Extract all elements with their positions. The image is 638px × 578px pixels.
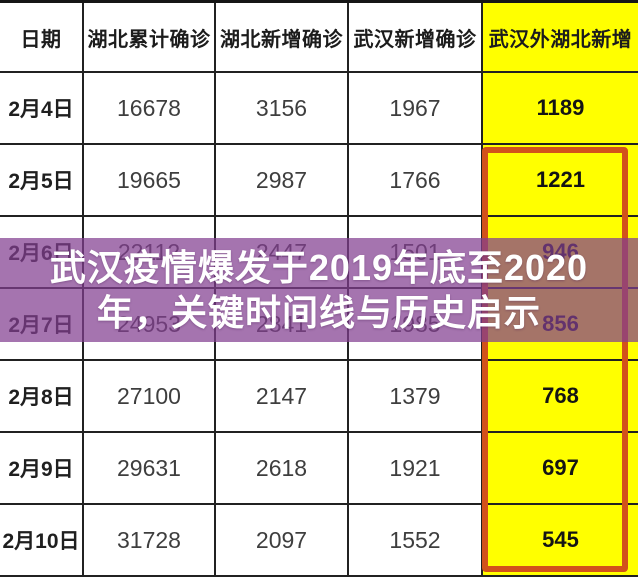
value-cell: 1379 xyxy=(349,361,483,433)
column-header-hubei-total: 湖北累计确诊 xyxy=(84,3,216,73)
value-cell: 19665 xyxy=(84,145,216,217)
highlight-value-cell: 768 xyxy=(483,361,638,433)
column-header-outside-wuhan-new: 武汉外湖北新增 xyxy=(483,3,638,73)
value-cell: 2841 xyxy=(216,289,349,361)
date-cell: 2月10日 xyxy=(0,505,84,577)
value-cell: 1921 xyxy=(349,433,483,505)
date-cell: 2月4日 xyxy=(0,73,84,145)
column-header-wuhan-new: 武汉新增确诊 xyxy=(349,3,483,73)
value-cell: 2987 xyxy=(216,145,349,217)
date-cell: 2月7日 xyxy=(0,289,84,361)
value-cell: 16678 xyxy=(84,73,216,145)
value-cell: 29631 xyxy=(84,433,216,505)
date-cell: 2月8日 xyxy=(0,361,84,433)
value-cell: 1967 xyxy=(349,73,483,145)
date-cell: 2月6日 xyxy=(0,217,84,289)
value-cell: 3156 xyxy=(216,73,349,145)
column-header-hubei-new: 湖北新增确诊 xyxy=(216,3,349,73)
value-cell: 31728 xyxy=(84,505,216,577)
value-cell: 22112 xyxy=(84,217,216,289)
highlight-value-cell: 697 xyxy=(483,433,638,505)
highlight-value-cell: 1189 xyxy=(483,73,638,145)
value-cell: 1985 xyxy=(349,289,483,361)
highlight-value-cell: 946 xyxy=(483,217,638,289)
value-cell: 2097 xyxy=(216,505,349,577)
value-cell: 27100 xyxy=(84,361,216,433)
value-cell: 2618 xyxy=(216,433,349,505)
highlight-value-cell: 545 xyxy=(483,505,638,577)
date-cell: 2月5日 xyxy=(0,145,84,217)
column-header-date: 日期 xyxy=(0,3,84,73)
value-cell: 24953 xyxy=(84,289,216,361)
highlight-value-cell: 856 xyxy=(483,289,638,361)
value-cell: 1552 xyxy=(349,505,483,577)
highlight-value-cell: 1221 xyxy=(483,145,638,217)
value-cell: 1501 xyxy=(349,217,483,289)
date-cell: 2月9日 xyxy=(0,433,84,505)
value-cell: 1766 xyxy=(349,145,483,217)
value-cell: 2447 xyxy=(216,217,349,289)
value-cell: 2147 xyxy=(216,361,349,433)
